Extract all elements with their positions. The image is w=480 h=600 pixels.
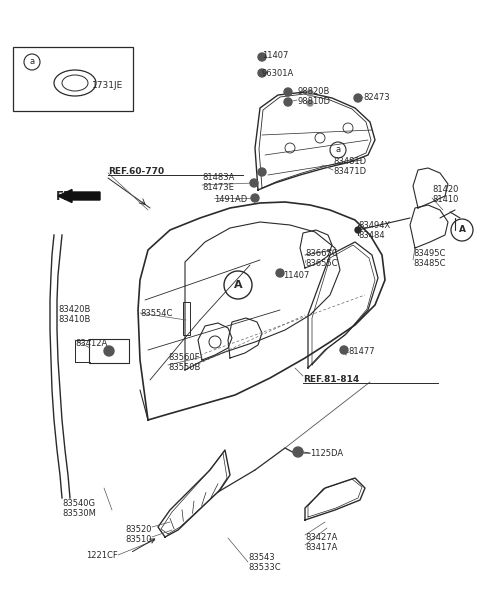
Text: A: A (234, 280, 242, 290)
Circle shape (355, 227, 361, 233)
Text: 83417A: 83417A (305, 544, 337, 553)
Circle shape (293, 447, 303, 457)
Circle shape (307, 90, 313, 96)
Text: 83485C: 83485C (413, 259, 445, 268)
Text: 81477: 81477 (348, 347, 374, 356)
Circle shape (258, 69, 266, 77)
Circle shape (258, 168, 266, 176)
Text: 96301A: 96301A (262, 70, 294, 79)
Text: REF.60-770: REF.60-770 (108, 166, 164, 175)
Text: 83655C: 83655C (305, 259, 337, 268)
Text: 1221CF: 1221CF (86, 551, 118, 559)
Text: 83665C: 83665C (305, 248, 337, 257)
Text: 81483A: 81483A (202, 173, 234, 182)
Text: 83484: 83484 (358, 230, 384, 239)
Circle shape (250, 179, 258, 187)
Text: 82473: 82473 (363, 92, 390, 101)
Text: a: a (336, 145, 341, 154)
Text: 81473E: 81473E (202, 184, 234, 193)
Text: 83420B: 83420B (58, 305, 90, 314)
FancyBboxPatch shape (182, 301, 190, 335)
Text: 83533C: 83533C (248, 563, 281, 571)
Circle shape (307, 100, 313, 106)
Text: 83495C: 83495C (413, 248, 445, 257)
Text: 1125DA: 1125DA (310, 449, 343, 457)
Text: 11407: 11407 (283, 271, 310, 280)
Text: 83510: 83510 (125, 535, 152, 545)
Text: a: a (29, 58, 35, 67)
Text: 83427A: 83427A (305, 533, 337, 542)
Text: FR.: FR. (56, 190, 78, 202)
Text: 1491AD: 1491AD (214, 196, 247, 205)
Text: 83410B: 83410B (58, 316, 90, 325)
Text: A: A (458, 226, 466, 235)
Text: 83554C: 83554C (140, 308, 172, 317)
Text: 83540G: 83540G (62, 499, 95, 508)
FancyArrow shape (58, 190, 100, 202)
Text: 83530M: 83530M (62, 509, 96, 517)
FancyBboxPatch shape (13, 47, 133, 111)
Circle shape (104, 346, 114, 356)
Text: 98820B: 98820B (297, 86, 329, 95)
Circle shape (354, 94, 362, 102)
Text: 11407: 11407 (262, 52, 288, 61)
Text: 1731JE: 1731JE (92, 80, 123, 89)
Text: 83550B: 83550B (168, 364, 200, 373)
Text: 83560F: 83560F (168, 353, 200, 362)
Circle shape (276, 269, 284, 277)
Circle shape (284, 88, 292, 96)
Circle shape (284, 98, 292, 106)
Text: 83481D: 83481D (333, 157, 366, 166)
Text: 81420: 81420 (432, 185, 458, 194)
Circle shape (340, 346, 348, 354)
FancyBboxPatch shape (89, 339, 129, 363)
Text: REF.81-814: REF.81-814 (303, 374, 359, 383)
Text: 98810D: 98810D (297, 97, 330, 106)
Text: 83494X: 83494X (358, 220, 390, 229)
Text: 83471D: 83471D (333, 167, 366, 176)
Text: 81410: 81410 (432, 196, 458, 205)
Circle shape (251, 194, 259, 202)
Text: 83520: 83520 (125, 526, 152, 535)
Text: 83543: 83543 (248, 553, 275, 562)
Circle shape (258, 53, 266, 61)
Text: 83412A: 83412A (75, 340, 107, 349)
